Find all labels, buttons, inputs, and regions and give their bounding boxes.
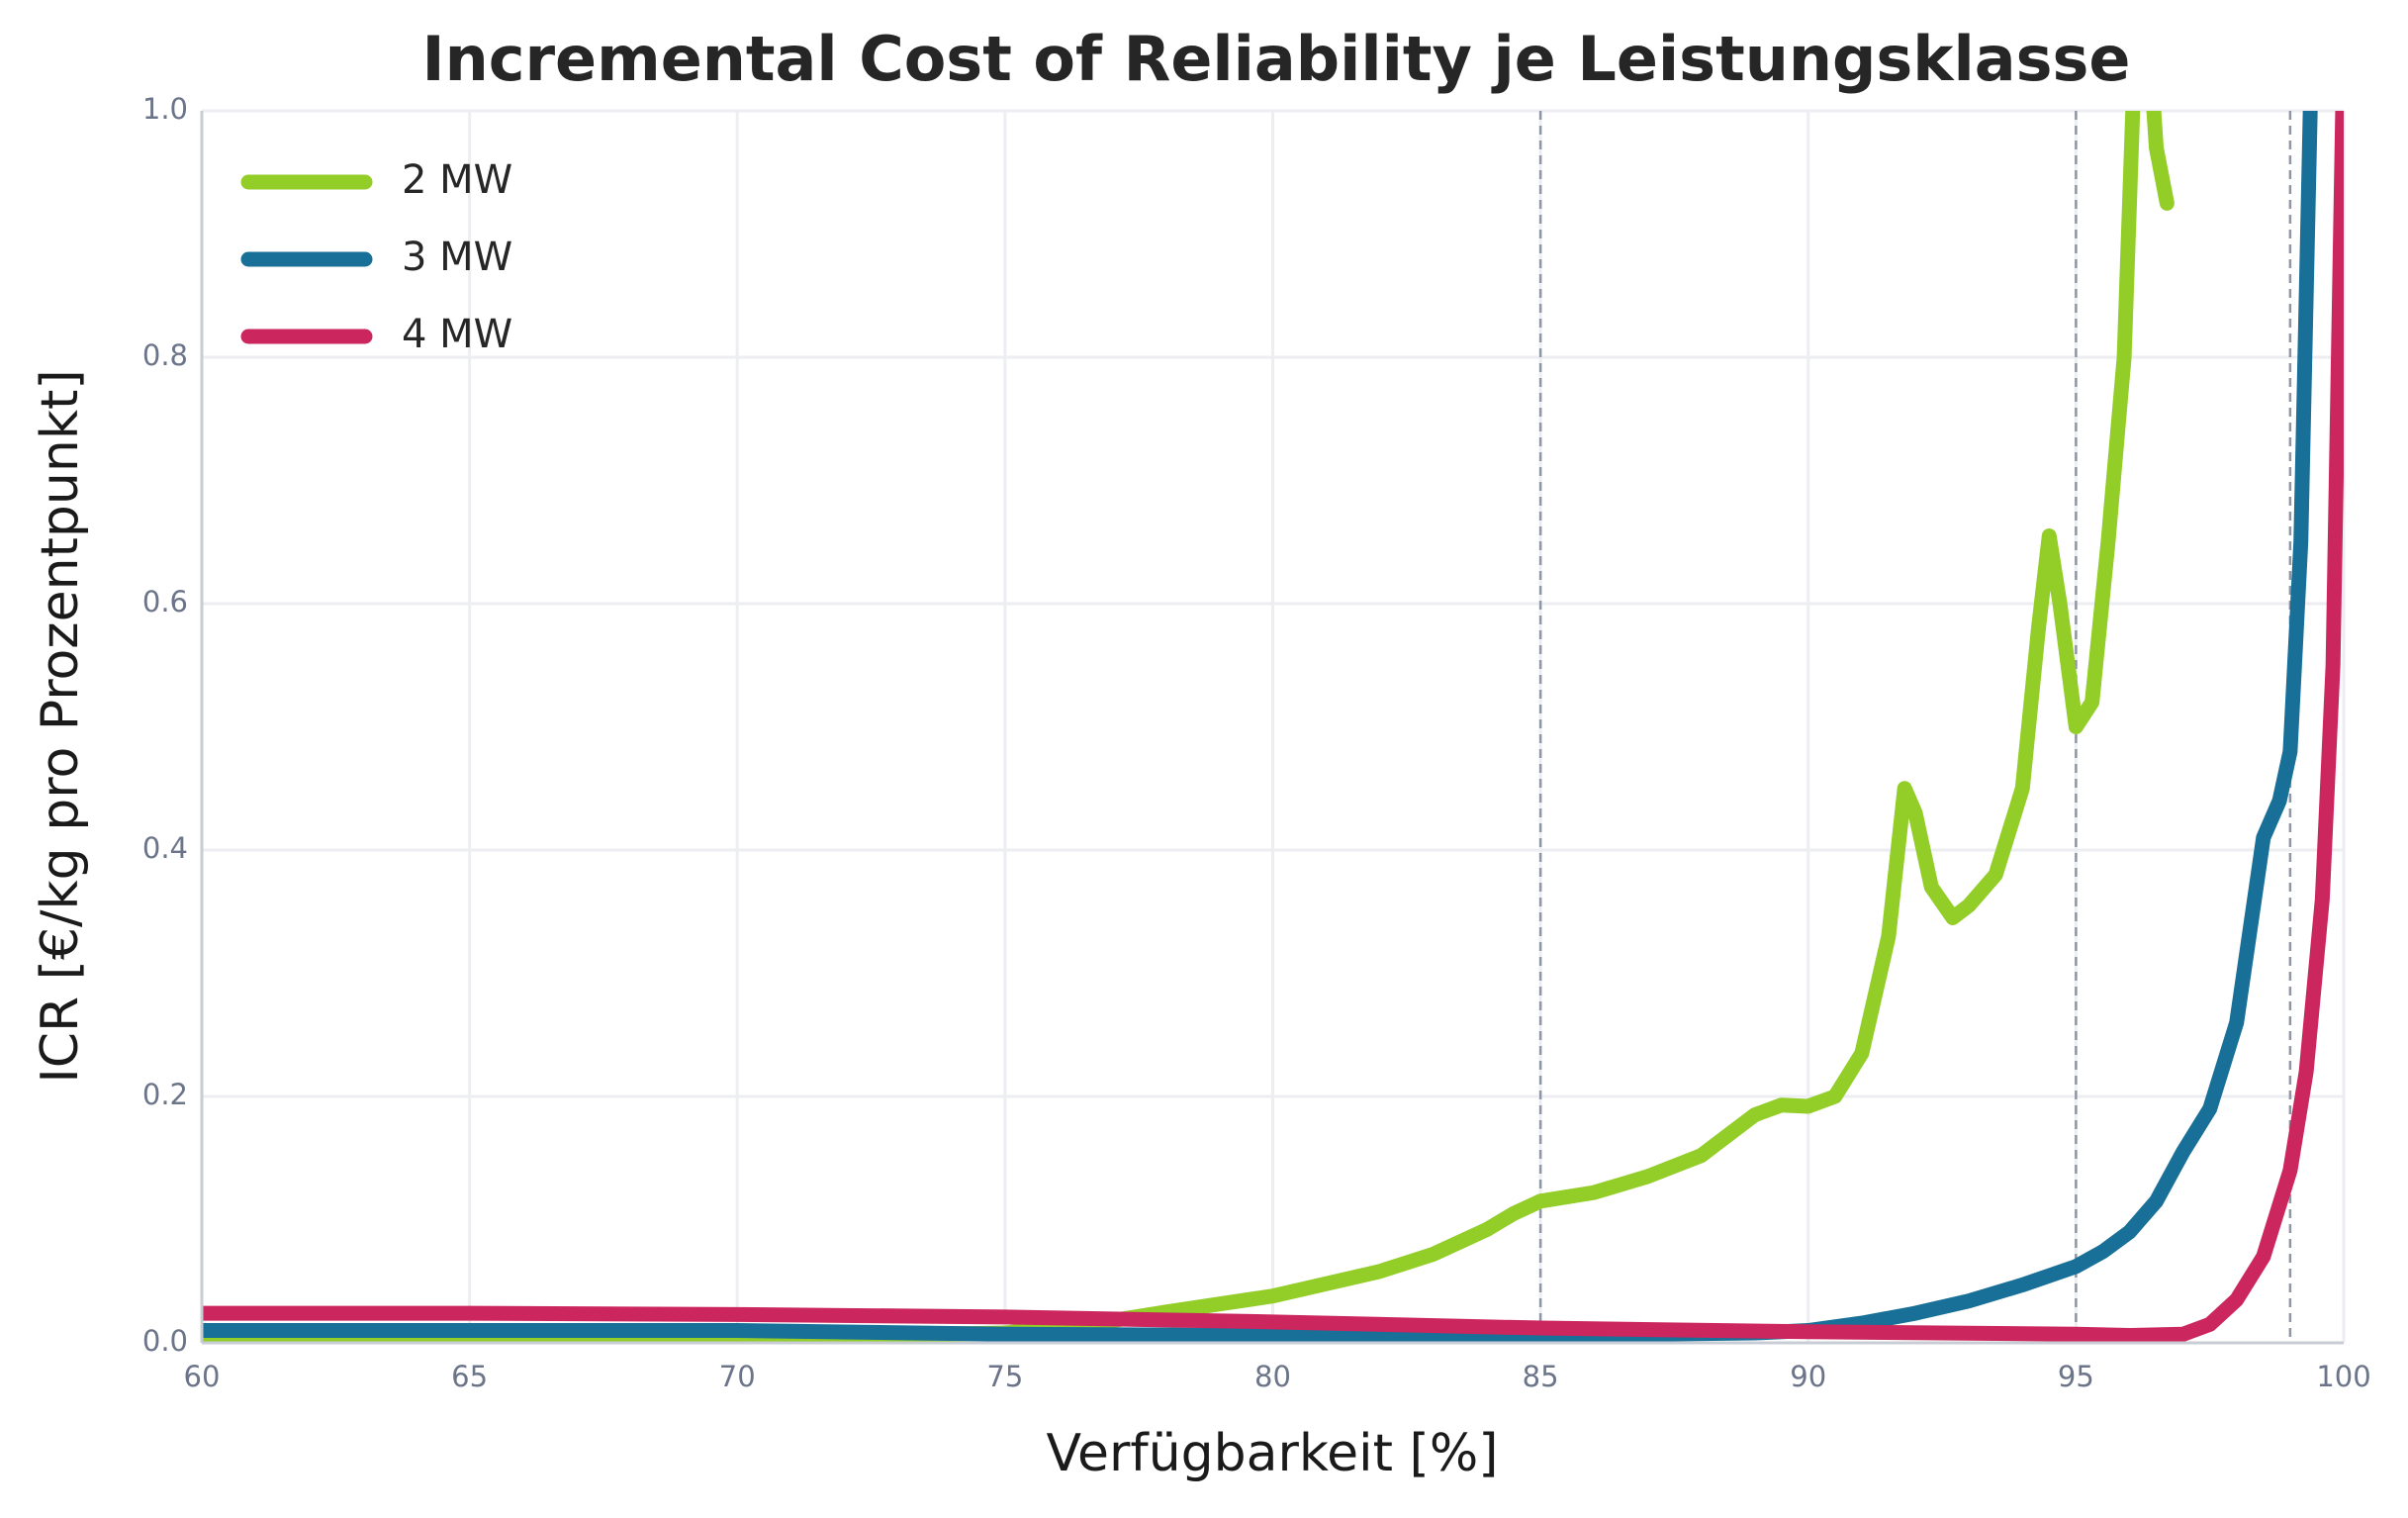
- y-axis-label: ICR [€/kg pro Prozentpunkt]: [31, 369, 90, 1083]
- y-tick-label: 0.2: [142, 1078, 188, 1111]
- y-tick-label: 0.4: [142, 831, 188, 865]
- y-tick-label: 0.0: [142, 1324, 188, 1358]
- x-tick-label: 100: [2316, 1360, 2370, 1393]
- x-axis-label: Verfügbarkeit [%]: [1046, 1424, 1498, 1483]
- y-tick-label: 1.0: [142, 92, 188, 126]
- plot-area: [202, 111, 2344, 1343]
- x-tick-label: 95: [2058, 1360, 2094, 1393]
- x-tick-label: 70: [719, 1360, 756, 1393]
- legend-label: 3 MW: [402, 235, 512, 280]
- x-tick-label: 65: [451, 1360, 488, 1393]
- x-tick-label: 60: [184, 1360, 221, 1393]
- legend-label: 2 MW: [402, 157, 512, 203]
- y-tick-label: 0.6: [142, 585, 188, 618]
- x-tick-label: 75: [986, 1360, 1023, 1393]
- chart-title: Incremental Cost of Reliability je Leist…: [422, 23, 2131, 95]
- series-line: [202, 111, 2344, 1343]
- legend: 2 MW 3 MW 4 MW: [240, 157, 512, 357]
- x-tick-label: 80: [1254, 1360, 1291, 1393]
- x-tick-label: 90: [1790, 1360, 1826, 1393]
- series-line: [202, 111, 2175, 1343]
- x-tick-label: 85: [1523, 1360, 1559, 1393]
- legend-label: 4 MW: [402, 312, 512, 357]
- series-line: [202, 111, 2318, 1343]
- y-tick-label: 0.8: [142, 338, 188, 372]
